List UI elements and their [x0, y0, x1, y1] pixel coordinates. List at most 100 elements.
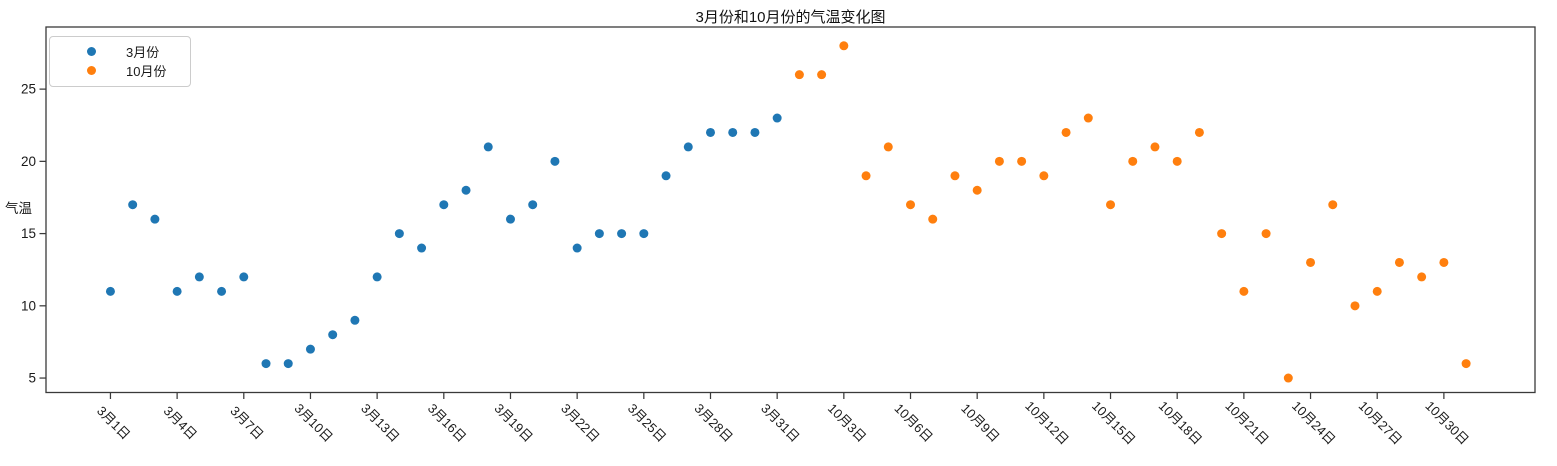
march-series-marker-icon — [87, 47, 96, 56]
x-tick-label: 10月12日 — [1022, 398, 1071, 447]
march-point — [750, 127, 760, 137]
x-tick-label: 3月19日 — [491, 401, 535, 445]
legend-item-march: 3月份 — [50, 42, 190, 61]
october-point — [1217, 229, 1227, 239]
march-point — [350, 315, 360, 325]
x-tick-label: 10月3日 — [825, 401, 869, 445]
october-point — [1328, 200, 1338, 210]
x-tick-label: 3月7日 — [227, 403, 266, 442]
x-tick-label: 10月21日 — [1222, 398, 1271, 447]
october-point — [1061, 127, 1071, 137]
march-point — [705, 127, 715, 137]
march-point — [572, 243, 582, 253]
march-point — [105, 286, 115, 296]
x-tick-label: 10月18日 — [1156, 398, 1205, 447]
october-point — [1017, 156, 1027, 166]
march-point — [617, 229, 627, 239]
october-point — [1417, 272, 1427, 282]
october-point — [950, 171, 960, 181]
march-point — [439, 200, 449, 210]
march-point — [305, 344, 315, 354]
march-point — [505, 214, 515, 224]
october-point — [994, 156, 1004, 166]
legend: 3月份 10月份 — [49, 36, 191, 87]
march-point — [194, 272, 204, 282]
october-point — [883, 142, 893, 152]
october-point — [1350, 301, 1360, 311]
march-point — [683, 142, 693, 152]
y-tick-label: 10 — [21, 298, 36, 313]
y-tick-label: 20 — [21, 154, 36, 169]
axes-frame — [45, 26, 1536, 394]
march-point — [639, 229, 649, 239]
march-point — [594, 229, 604, 239]
march-point — [328, 330, 338, 340]
october-point — [817, 70, 827, 80]
october-point — [1372, 286, 1382, 296]
march-point — [128, 200, 138, 210]
x-tick-label: 3月31日 — [758, 401, 802, 445]
october-point — [1150, 142, 1160, 152]
october-point — [1039, 171, 1049, 181]
y-tick-label: 15 — [21, 226, 36, 241]
x-tick-label: 3月1日 — [94, 403, 133, 442]
x-tick-label: 3月25日 — [625, 401, 669, 445]
march-point — [661, 171, 671, 181]
october-point — [1194, 127, 1204, 137]
march-point — [550, 156, 560, 166]
october-point — [1083, 113, 1093, 123]
march-point — [417, 243, 427, 253]
march-point — [372, 272, 382, 282]
october-point — [1239, 286, 1249, 296]
october-point — [1106, 200, 1116, 210]
october-point — [861, 171, 871, 181]
october-point — [1128, 156, 1138, 166]
x-tick-label: 3月16日 — [425, 401, 469, 445]
y-tick-label: 25 — [21, 82, 36, 97]
march-point — [217, 286, 227, 296]
x-tick-label: 3月22日 — [558, 401, 602, 445]
x-tick-label: 10月15日 — [1089, 398, 1138, 447]
october-point — [1394, 257, 1404, 267]
legend-label-march: 3月份 — [126, 45, 160, 60]
march-point — [239, 272, 249, 282]
x-tick-label: 10月6日 — [892, 401, 936, 445]
y-axis-label: 气温 — [5, 201, 32, 216]
x-tick-label: 3月28日 — [692, 401, 736, 445]
october-series-marker-icon — [87, 66, 96, 75]
october-point — [794, 70, 804, 80]
october-point — [1306, 257, 1316, 267]
march-point — [772, 113, 782, 123]
october-point — [928, 214, 938, 224]
march-point — [728, 127, 738, 137]
y-tick-label: 5 — [28, 371, 36, 386]
x-tick-label: 3月4日 — [161, 403, 200, 442]
march-point — [528, 200, 538, 210]
x-tick-label: 10月27日 — [1356, 398, 1405, 447]
legend-item-october: 10月份 — [50, 61, 190, 80]
march-point — [461, 185, 471, 195]
october-point — [1172, 156, 1182, 166]
chart-title: 3月份和10月份的气温变化图 — [695, 9, 886, 26]
x-tick-label: 3月10日 — [291, 401, 335, 445]
x-tick-label: 10月30日 — [1422, 398, 1471, 447]
march-point — [394, 229, 404, 239]
x-tick-label: 10月9日 — [958, 401, 1002, 445]
october-point — [1461, 359, 1471, 369]
march-point — [483, 142, 493, 152]
x-tick-label: 3月13日 — [358, 401, 402, 445]
legend-label-october: 10月份 — [126, 64, 167, 79]
october-point — [972, 185, 982, 195]
march-point — [150, 214, 160, 224]
october-point — [1261, 229, 1271, 239]
march-point — [172, 286, 182, 296]
october-point — [1283, 373, 1293, 383]
october-point — [839, 41, 849, 51]
october-point — [1439, 257, 1449, 267]
october-point — [906, 200, 916, 210]
march-point — [261, 359, 271, 369]
x-tick-label: 10月24日 — [1289, 398, 1338, 447]
march-point — [283, 359, 293, 369]
